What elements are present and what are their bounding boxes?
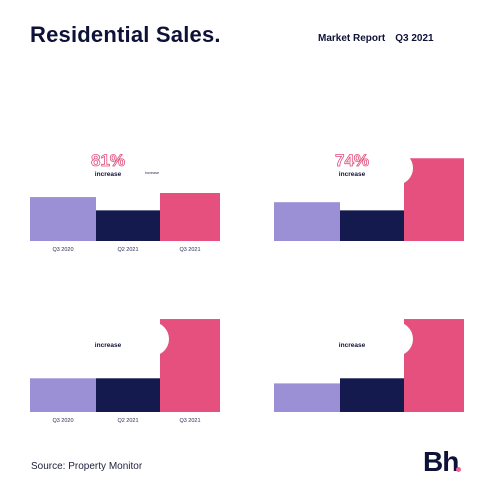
- highlight-percent: 74%: [335, 151, 369, 170]
- page-title: Residential Sales.: [30, 22, 221, 47]
- logo-dot: [456, 467, 461, 472]
- bar-1: [30, 378, 96, 412]
- bar-3: [404, 319, 464, 412]
- small-circle: [135, 151, 169, 185]
- chart-panel-2: 74% increase: [274, 108, 464, 258]
- chart-svg-4: increase: [274, 311, 464, 412]
- chart-panel-1: Q3 2020 Q2 2021 Q3 2021 81% increase increase: [30, 108, 220, 258]
- bar-2: [340, 210, 404, 241]
- bar-2: [96, 378, 160, 412]
- highlight-circle: [326, 311, 382, 367]
- category-label: Q3 2020: [52, 418, 73, 424]
- small-circle: [135, 322, 169, 356]
- chart-panel-3: Q3 2020 Q2 2021 Q3 2021 increase: [30, 279, 220, 429]
- category-label: Q3 2021: [179, 418, 200, 424]
- highlight-percent: 81%: [91, 151, 125, 170]
- chart-svg-3: Q3 2020 Q2 2021 Q3 2021 increase: [30, 311, 220, 424]
- chart-svg-2: 74%increase: [274, 140, 464, 241]
- category-label: Q2 2021: [117, 247, 138, 253]
- report-label: Market Report Q3 2021: [318, 33, 434, 44]
- bar-1: [30, 197, 96, 241]
- bar-2: [96, 210, 160, 241]
- highlight-circle: [82, 311, 138, 367]
- chart-panel-4: increase: [274, 279, 464, 429]
- category-label: Q2 2021: [117, 418, 138, 424]
- report-period: Q3 2021: [395, 33, 434, 44]
- bar-2: [340, 378, 404, 412]
- small-word: increase: [145, 171, 159, 175]
- bar-1: [274, 383, 340, 412]
- report-name: Market Report: [318, 33, 386, 44]
- category-label: Q3 2021: [179, 247, 200, 253]
- small-circle: [379, 151, 413, 185]
- highlight-circle: [326, 140, 382, 196]
- highlight-word: increase: [95, 342, 122, 349]
- highlight-word: increase: [339, 342, 366, 349]
- source-note: Source: Property Monitor: [31, 461, 143, 472]
- bar-3: [160, 319, 220, 412]
- bar-1: [274, 202, 340, 241]
- small-circle: [379, 322, 413, 356]
- bar-3: [160, 192, 220, 241]
- bar-3: [404, 158, 464, 241]
- highlight-circle: [82, 140, 138, 196]
- highlight-word: increase: [339, 171, 366, 178]
- brand-logo: Bh: [423, 446, 459, 477]
- category-label: Q3 2020: [52, 247, 73, 253]
- highlight-word: increase: [95, 171, 122, 178]
